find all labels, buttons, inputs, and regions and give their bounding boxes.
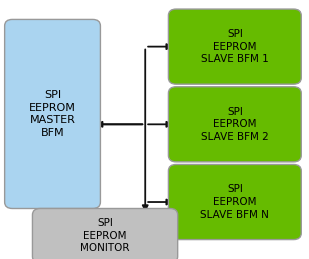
FancyBboxPatch shape — [5, 19, 100, 208]
Text: SPI
EEPROM
MASTER
BFM: SPI EEPROM MASTER BFM — [29, 90, 76, 138]
FancyBboxPatch shape — [32, 208, 178, 259]
Text: SPI
EEPROM
SLAVE BFM N: SPI EEPROM SLAVE BFM N — [201, 184, 269, 220]
FancyBboxPatch shape — [168, 87, 301, 162]
FancyBboxPatch shape — [168, 9, 301, 84]
Text: SPI
EEPROM
SLAVE BFM 1: SPI EEPROM SLAVE BFM 1 — [201, 29, 269, 64]
Text: SPI
EEPROM
MONITOR: SPI EEPROM MONITOR — [80, 218, 130, 254]
FancyBboxPatch shape — [168, 164, 301, 240]
Text: SPI
EEPROM
SLAVE BFM 2: SPI EEPROM SLAVE BFM 2 — [201, 106, 269, 142]
